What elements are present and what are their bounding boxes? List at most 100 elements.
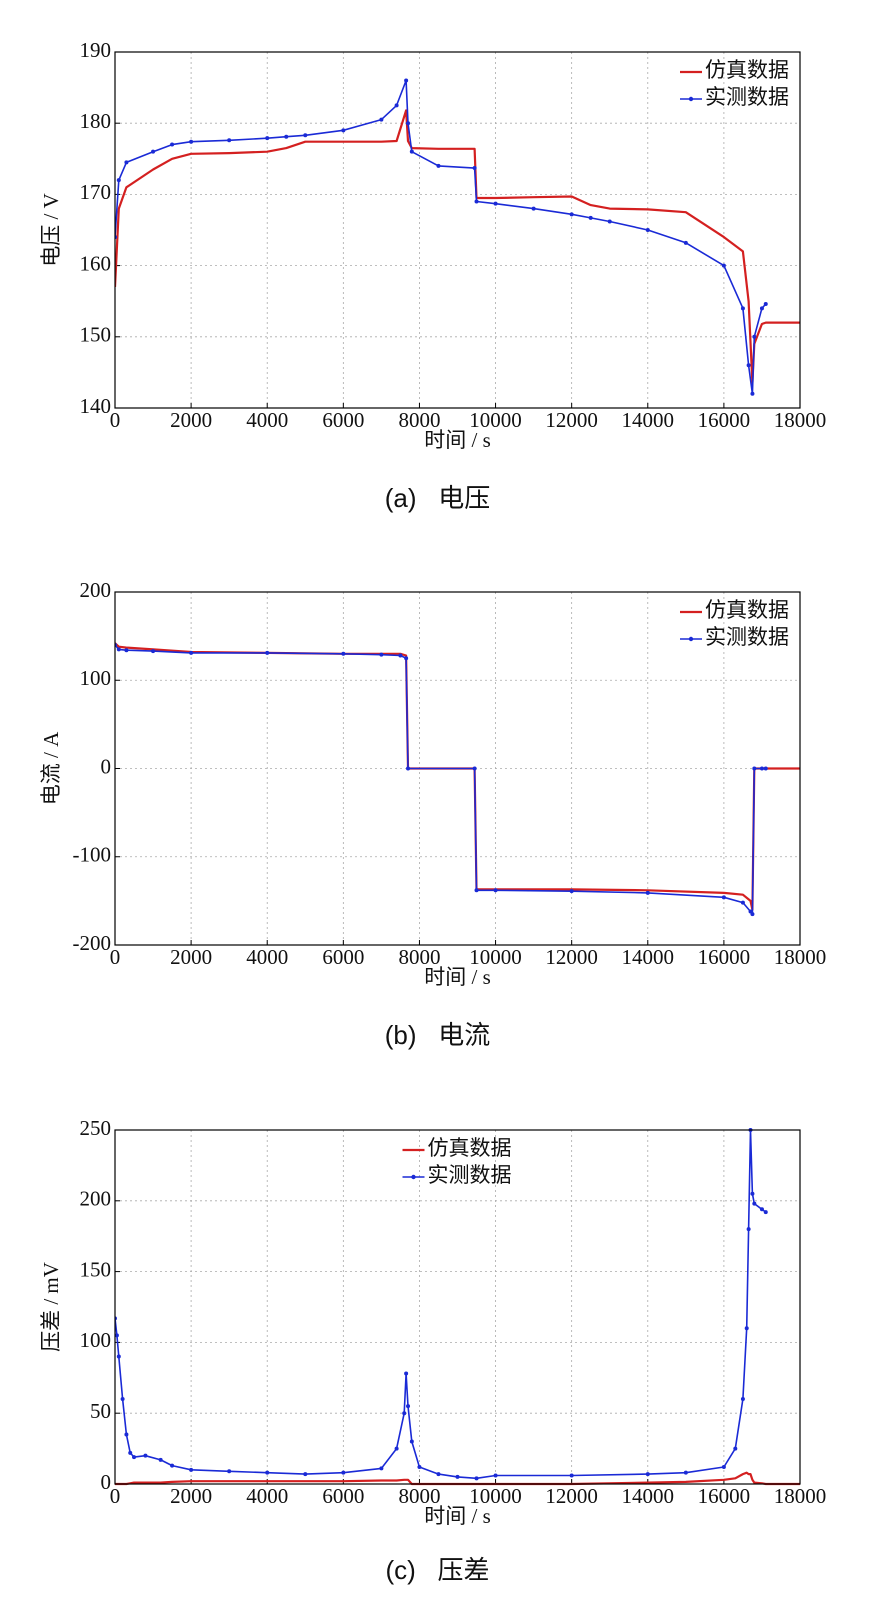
x-tick-label: 10000 xyxy=(469,408,522,432)
plot-area xyxy=(115,642,800,917)
data-point xyxy=(740,1397,745,1402)
data-point xyxy=(303,133,308,138)
legend-marker xyxy=(411,1174,416,1180)
data-point xyxy=(569,1473,574,1478)
data-point xyxy=(227,138,232,143)
data-point xyxy=(746,363,751,368)
y-tick-label: 140 xyxy=(80,394,112,418)
data-point xyxy=(189,139,194,144)
data-point xyxy=(645,228,650,232)
x-tick-label: 16000 xyxy=(698,945,751,969)
data-point xyxy=(151,649,156,654)
subplot: 0 2000 4000 6000 8000 10000 12000 14000 16000 180… xyxy=(39,38,826,513)
data-point xyxy=(128,1450,133,1455)
data-point xyxy=(683,1470,688,1475)
series-line xyxy=(115,79,767,395)
data-point xyxy=(721,1465,726,1470)
data-point xyxy=(394,1446,399,1451)
series-line xyxy=(115,1471,800,1486)
x-tick-label: 10000 xyxy=(469,945,522,969)
plot-area xyxy=(115,1128,800,1486)
data-point xyxy=(436,1472,441,1477)
legend-marker xyxy=(688,636,694,642)
data-point xyxy=(143,1453,148,1458)
data-point xyxy=(493,888,498,893)
series-line xyxy=(115,109,800,385)
data-point xyxy=(132,1455,137,1460)
x-tick-label: 16000 xyxy=(698,1484,751,1508)
legend-label: 实测数据 xyxy=(705,625,789,649)
y-tick-label: 160 xyxy=(80,251,112,275)
data-point xyxy=(189,650,194,655)
caption: (a) 电压 xyxy=(385,483,490,513)
x-tick-label: 8000 xyxy=(398,408,440,432)
data-point xyxy=(474,199,479,204)
data-point xyxy=(474,888,479,893)
axes-frame xyxy=(114,1129,801,1485)
axes-frame xyxy=(114,591,801,946)
data-point xyxy=(733,1446,738,1451)
y-tick-label: 100 xyxy=(80,1328,112,1352)
x-tick-label: 18000 xyxy=(774,408,827,432)
data-point xyxy=(404,656,409,661)
y-tick-label: 180 xyxy=(80,109,112,133)
legend-label: 实测数据 xyxy=(428,1163,512,1187)
data-point xyxy=(170,1463,175,1468)
data-point xyxy=(116,178,121,183)
data-point xyxy=(341,651,346,656)
data-point xyxy=(493,201,498,206)
data-point xyxy=(607,219,612,224)
data-point xyxy=(124,1432,129,1437)
series-line xyxy=(115,642,800,911)
y-axis-label: 电压 / V xyxy=(39,193,63,267)
data-point xyxy=(227,1469,232,1474)
legend-marker xyxy=(688,96,694,102)
x-tick-label: 2000 xyxy=(170,945,212,969)
series-line xyxy=(115,644,766,915)
legend-label: 仿真数据 xyxy=(428,1136,512,1160)
data-point xyxy=(750,1191,755,1196)
data-point xyxy=(763,302,768,307)
plot-area xyxy=(115,78,800,396)
data-point xyxy=(409,149,414,154)
data-point xyxy=(455,1474,460,1479)
data-point xyxy=(474,1476,479,1481)
data-point xyxy=(265,136,270,141)
x-tick-label: 4000 xyxy=(246,1484,288,1508)
data-point xyxy=(569,889,574,894)
y-tick-label: 170 xyxy=(80,180,112,204)
legend-label: 仿真数据 xyxy=(705,58,789,82)
data-point xyxy=(740,306,745,311)
y-tick-label: 0 xyxy=(101,754,112,778)
data-point xyxy=(124,648,129,653)
data-point xyxy=(752,334,757,339)
data-point xyxy=(752,766,757,771)
data-point xyxy=(379,652,384,657)
data-point xyxy=(341,128,346,133)
data-point xyxy=(759,306,764,311)
x-tick-label: 14000 xyxy=(622,1484,675,1508)
data-point xyxy=(158,1457,163,1462)
data-point xyxy=(341,1470,346,1475)
data-point xyxy=(189,1467,194,1472)
data-point xyxy=(394,103,399,108)
data-point xyxy=(721,895,726,900)
data-point xyxy=(265,1470,270,1475)
caption: (b) 电流 xyxy=(385,1020,490,1050)
data-point xyxy=(417,1465,422,1470)
data-point xyxy=(759,1207,764,1212)
data-point xyxy=(303,1472,308,1477)
data-point xyxy=(569,212,574,217)
data-point xyxy=(406,1404,411,1409)
data-point xyxy=(740,900,745,905)
data-point xyxy=(493,1473,498,1478)
data-point xyxy=(265,650,270,655)
x-axis-label: 时间 / s xyxy=(424,428,491,452)
data-point xyxy=(645,1472,650,1477)
data-point xyxy=(763,1210,768,1215)
x-axis-label: 时间 / s xyxy=(424,1504,491,1528)
data-point xyxy=(170,142,175,147)
data-point xyxy=(398,653,403,658)
x-tick-label: 16000 xyxy=(698,408,751,432)
x-tick-label: 6000 xyxy=(322,1484,364,1508)
